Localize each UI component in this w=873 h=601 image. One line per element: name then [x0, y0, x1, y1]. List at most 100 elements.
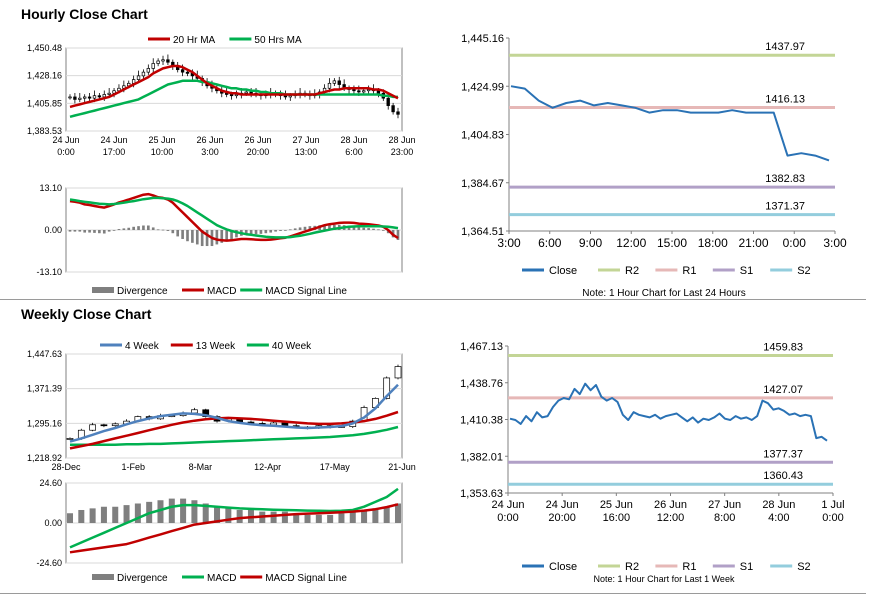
divergence-bar	[195, 230, 199, 245]
level-label-s1: 1382.83	[765, 173, 805, 185]
y-tick-label: 1,295.16	[27, 418, 62, 428]
x-tick-label: 0:00	[57, 147, 75, 157]
level-label-r2: 1459.83	[763, 341, 803, 353]
candle-body	[283, 95, 288, 98]
macd-line	[69, 192, 399, 242]
divergence-bar	[68, 230, 72, 232]
y-tick-label: -24.60	[36, 558, 62, 568]
divergence-bar	[220, 230, 224, 243]
divergence-bar	[288, 229, 292, 231]
y-tick-label: 1,424.99	[461, 81, 504, 93]
divergence-bar	[112, 230, 116, 231]
divergence-bar	[236, 509, 243, 523]
candle-body	[111, 423, 119, 427]
divergence-bar	[89, 508, 96, 523]
divergence-bar	[259, 230, 263, 234]
y-tick-label: 1,467.13	[460, 341, 503, 353]
candle-body	[107, 92, 111, 95]
legend-label-close: Close	[549, 265, 577, 277]
x-tick-label: 12:00	[657, 512, 685, 524]
ma-line-ma13	[69, 410, 399, 450]
candle-body	[229, 94, 234, 97]
x-tick-label: 28 Jun	[762, 499, 795, 511]
ma-line-ma40	[70, 425, 399, 447]
divergence-bar	[147, 225, 150, 230]
x-tick-label: 10:00	[151, 147, 174, 157]
divergence-bar	[88, 230, 91, 233]
divergence-bar	[367, 228, 370, 230]
hourly-macd-chart: 13.10 0.00 -13.10 Divergence MACD MACD Signal…	[36, 183, 403, 297]
candle-body	[87, 96, 92, 99]
y-tick-label: 1,353.63	[460, 488, 503, 500]
divergence-bar	[235, 230, 238, 238]
divergence-bar	[264, 230, 268, 234]
divergence-bar	[202, 503, 209, 523]
divergence-bar	[107, 230, 111, 232]
divergence-bar	[225, 230, 228, 242]
level-label-s1: 1377.37	[763, 448, 803, 460]
divergence-bar	[132, 226, 135, 230]
candle-body	[191, 409, 198, 414]
divergence-bar	[191, 500, 198, 523]
x-tick-label: 0:00	[783, 236, 807, 250]
hourly-price-chart: 1,450.48 1,428.16 1,405.85 1,383.53 20 Hr MA…	[27, 35, 416, 157]
x-tick-label: 6:00	[538, 236, 562, 250]
y-tick-label: 1,428.16	[27, 71, 62, 81]
divergence-bar	[186, 230, 189, 242]
divergence-bar	[249, 230, 253, 235]
candle-body	[66, 438, 74, 440]
x-tick-label: 20:00	[247, 147, 270, 157]
weekly-levels-chart: 1,467.13 1,438.76 1,410.38 1,382.01 1,353.63…	[460, 341, 844, 584]
legend-label-ma50: 50 Hrs MA	[254, 35, 302, 46]
level-label-r2: 1437.97	[765, 41, 805, 53]
candle-body	[73, 96, 77, 100]
divergence-bar	[205, 230, 209, 247]
hourly-levels-chart: 1,445.16 1,424.99 1,404.83 1,384.67 1,364.51…	[461, 33, 847, 299]
y-tick-label: 1,218.92	[27, 453, 62, 463]
x-tick-label: 6:00	[345, 147, 363, 157]
y-tick-label: 0.00	[44, 225, 62, 235]
divergence-bar	[383, 506, 390, 523]
x-tick-label: 21-Jun	[388, 462, 416, 472]
candle-body	[352, 89, 356, 92]
divergence-bar	[181, 230, 184, 239]
y-tick-label: 1,404.83	[461, 130, 504, 142]
divergence-bar	[361, 509, 368, 523]
close-line	[509, 382, 828, 442]
candle-body	[78, 97, 82, 100]
x-tick-label: 3:00	[823, 236, 847, 250]
ma-line-ma50	[69, 79, 398, 119]
divergence-bar	[225, 508, 232, 523]
divergence-bar	[117, 229, 121, 230]
divergence-bar	[362, 227, 366, 230]
divergence-bar	[284, 230, 287, 231]
legend-label-ma40: 40 Week	[272, 341, 312, 352]
divergence-bar	[304, 514, 311, 523]
divergence-bar	[127, 227, 131, 230]
divergence-bar	[122, 228, 126, 230]
x-tick-label: 28 Jun	[340, 135, 367, 145]
candle-body	[141, 71, 146, 77]
candle-body	[394, 366, 402, 379]
y-tick-label: 1,410.38	[460, 415, 503, 427]
divergence-bar	[308, 226, 312, 230]
divergence-bar	[168, 498, 175, 523]
chart-note: Note: 1 Hour Chart for Last 1 Week	[594, 574, 735, 584]
divergence-bar	[134, 503, 141, 523]
x-tick-label: 26 Jun	[244, 135, 271, 145]
candle-body	[97, 95, 102, 98]
weekly-section-title: Weekly Close Chart	[21, 306, 152, 322]
x-tick-label: 24 Jun	[491, 499, 524, 511]
x-tick-label: 28 Jun	[388, 135, 415, 145]
divergence-bar	[214, 506, 221, 523]
bottom-divider	[0, 593, 866, 594]
divergence-bar	[66, 513, 74, 523]
candle-body	[357, 90, 361, 93]
legend-label-ma20: 20 Hr MA	[173, 35, 216, 46]
candle-body	[185, 71, 190, 74]
candle-body	[391, 105, 395, 113]
candle-body	[376, 90, 381, 94]
candle-body	[83, 96, 87, 99]
divergence-bar	[254, 230, 258, 235]
level-label-r1: 1427.07	[763, 384, 803, 396]
